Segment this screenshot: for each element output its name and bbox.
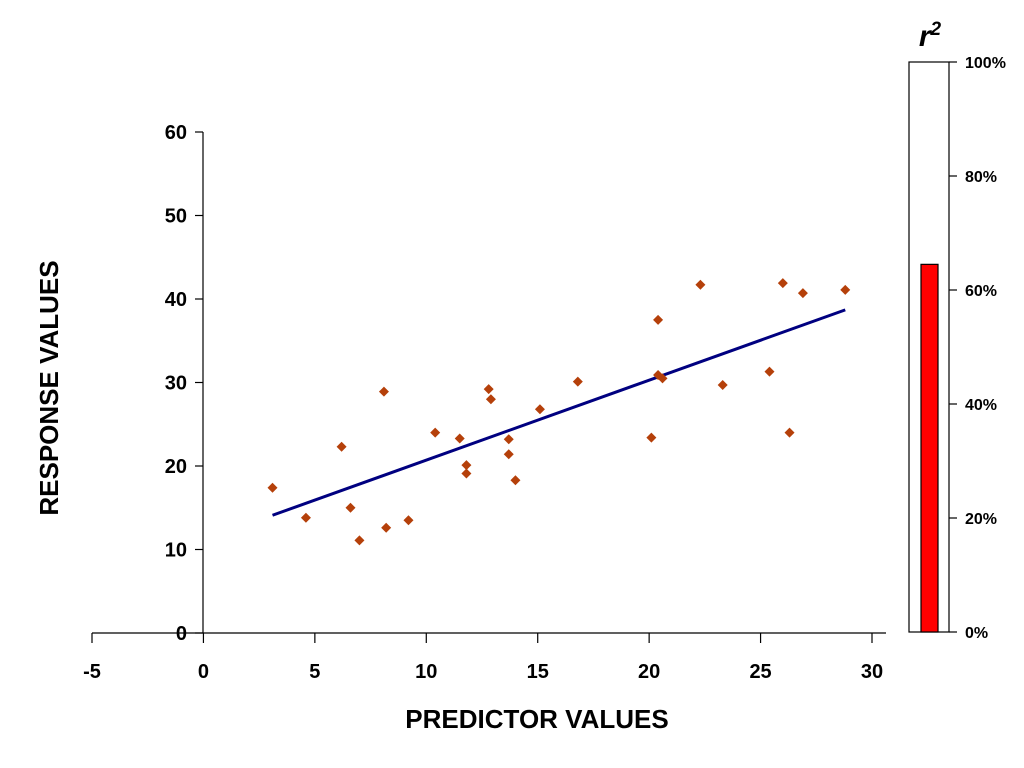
data-point: [764, 366, 775, 377]
data-point: [461, 460, 472, 471]
x-tick-label: 0: [198, 661, 209, 683]
x-tick-label: 25: [749, 661, 771, 683]
y-tick-label: 30: [165, 373, 187, 395]
x-tick-label: 10: [415, 661, 437, 683]
data-point: [336, 441, 347, 452]
data-point: [345, 502, 356, 513]
x-tick-label: 15: [527, 661, 549, 683]
gauge-title-base: r: [919, 20, 933, 53]
y-tick-label: 50: [165, 206, 187, 228]
data-point: [461, 468, 472, 479]
data-point: [430, 427, 441, 438]
data-point: [572, 376, 583, 387]
x-tick-label: 30: [861, 661, 883, 683]
y-axis-title: RESPONSE VALUES: [34, 260, 64, 515]
data-point: [784, 427, 795, 438]
data-point: [510, 475, 521, 486]
x-tick-label: -5: [83, 661, 101, 683]
x-tick-label: 5: [309, 661, 320, 683]
data-point: [653, 314, 664, 325]
data-point: [646, 432, 657, 443]
data-point: [534, 404, 545, 415]
data-point: [717, 380, 728, 391]
gauge-title: r2: [919, 19, 942, 53]
x-axis-title: PREDICTOR VALUES: [405, 704, 668, 734]
data-point: [381, 522, 392, 533]
data-point: [454, 433, 465, 444]
gauge-title-superscript: 2: [930, 19, 942, 40]
y-tick-label: 60: [165, 122, 187, 144]
regression-line: [272, 308, 846, 517]
data-point: [695, 279, 706, 290]
y-tick-label: 40: [165, 289, 187, 311]
x-tick-label: 20: [638, 661, 660, 683]
y-tick-label: 20: [165, 456, 187, 478]
data-point: [840, 284, 851, 295]
data-point: [267, 482, 278, 493]
gauge-tick-label: 80%: [965, 169, 997, 186]
data-point: [300, 512, 311, 523]
data-point: [354, 535, 365, 546]
r-squared-gauge: 0% 20% 40% 60% 80% 100% r2: [908, 19, 1006, 642]
gauge-tick-label: 0%: [965, 625, 988, 642]
data-point: [797, 288, 808, 299]
data-point: [483, 384, 494, 395]
gauge-tick-label: 20%: [965, 511, 997, 528]
y-tick-label: 10: [165, 540, 187, 562]
gauge-tick-label: 40%: [965, 397, 997, 414]
y-tick-label: 0: [176, 623, 187, 645]
scatter-chart: -5 0 5 10 15 20 25 30 0 10 20 30 40 50 60 PREDICTOR VAL…: [34, 122, 886, 734]
data-point: [503, 434, 514, 445]
data-point: [777, 278, 788, 289]
data-point: [503, 449, 514, 460]
gauge-tick-label: 60%: [965, 283, 997, 300]
data-point: [403, 515, 414, 526]
gauge-tick-label: 100%: [965, 55, 1006, 72]
data-point: [485, 394, 496, 405]
data-point: [657, 373, 668, 384]
data-point: [378, 386, 389, 397]
r-squared-bar: [920, 263, 939, 633]
